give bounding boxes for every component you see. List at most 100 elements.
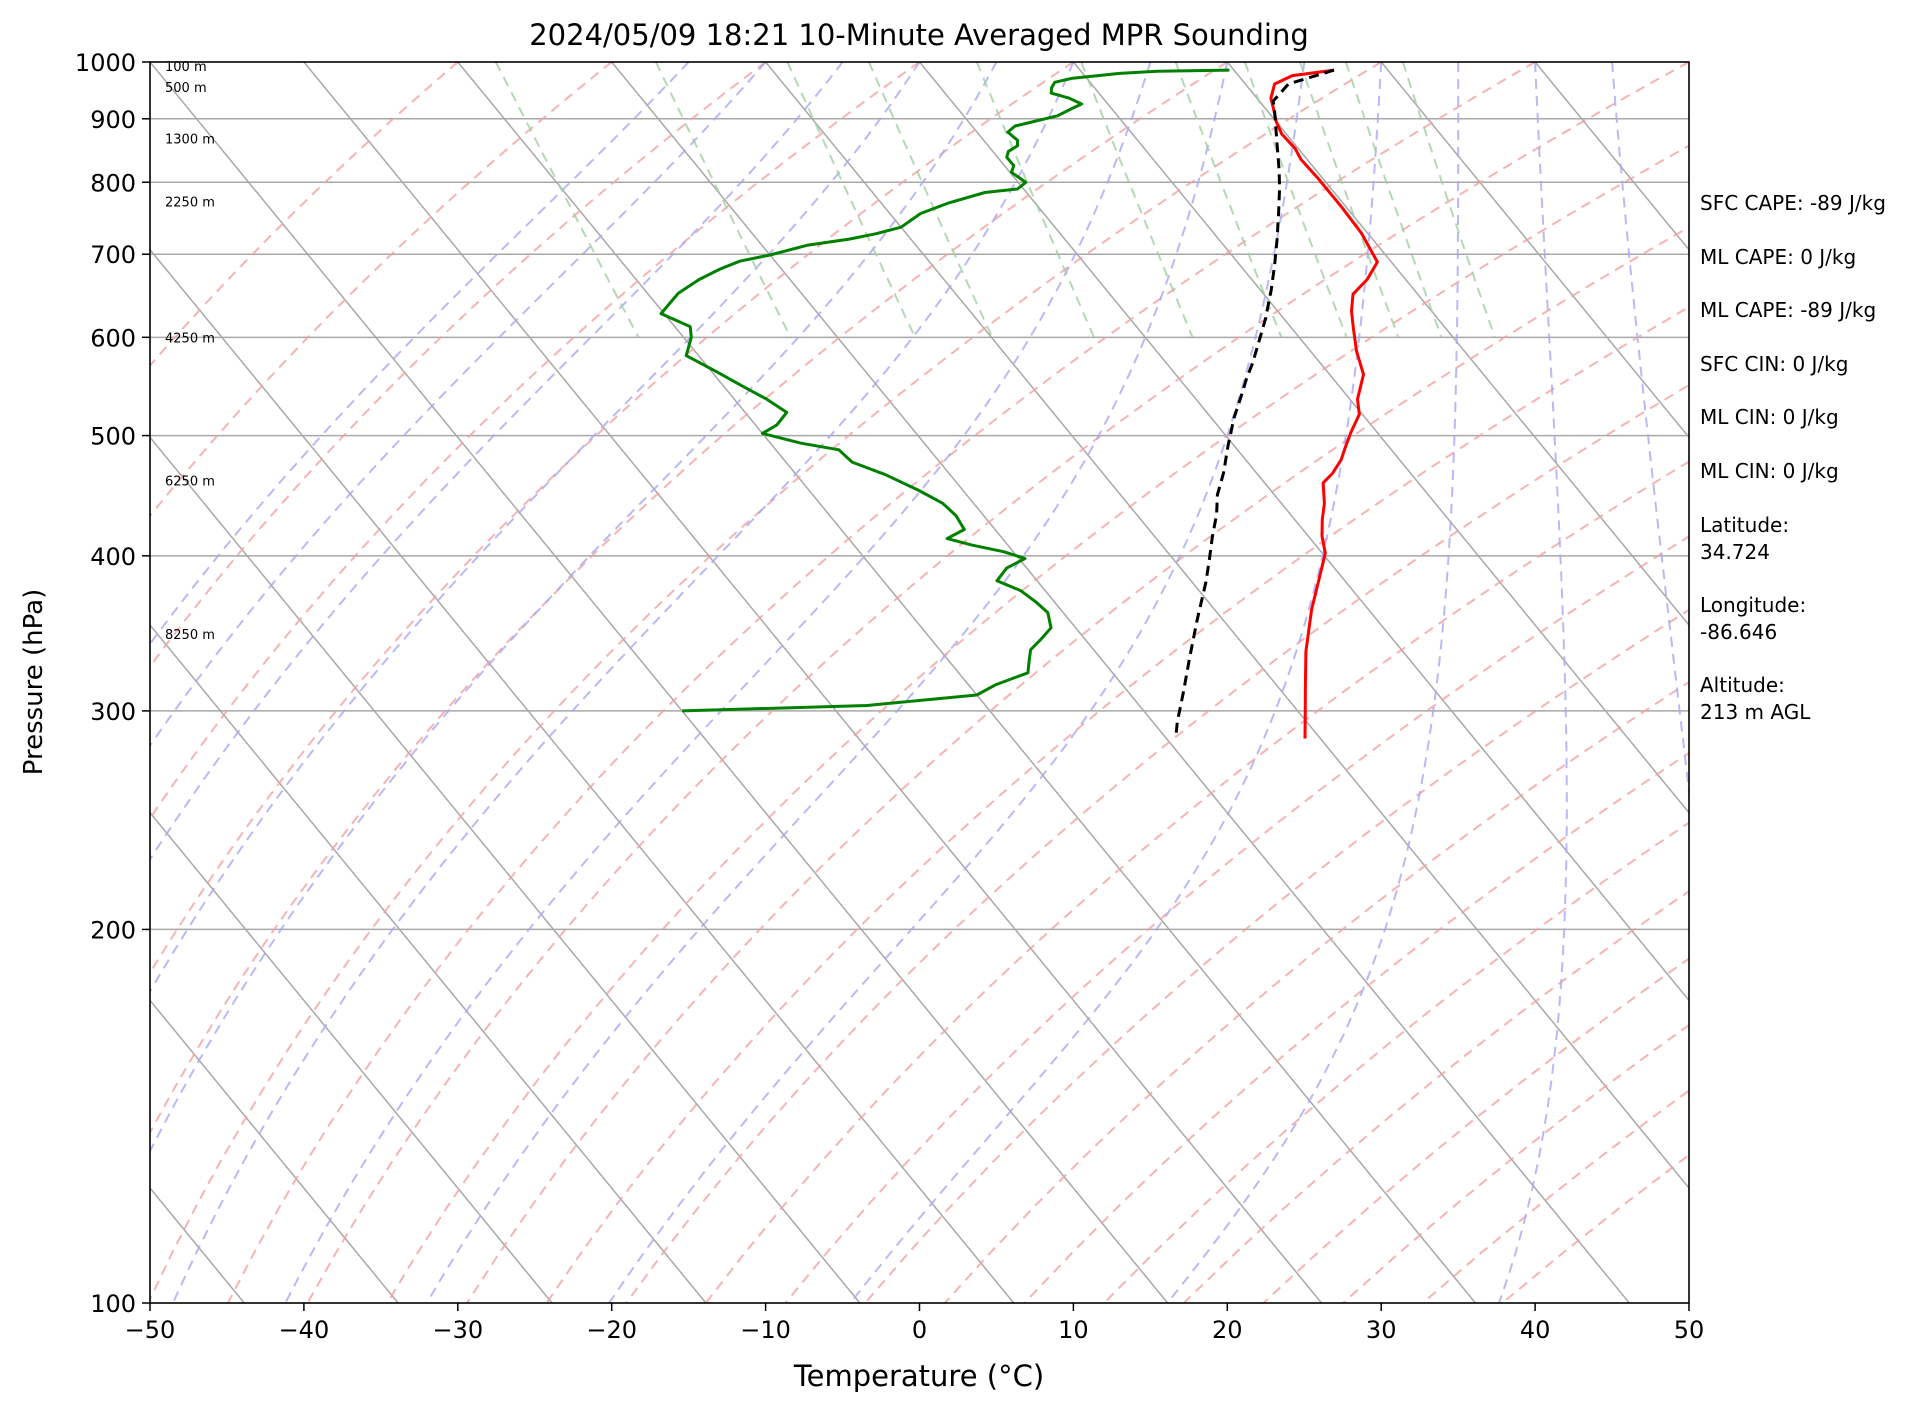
mixing-ratio-line — [1344, 62, 1443, 338]
moist-adiabat-line — [171, 62, 1075, 1303]
x-tick-label: 40 — [1520, 1316, 1551, 1344]
mixing-ratio-line — [975, 62, 1095, 338]
height-label: 8250 m — [165, 628, 215, 643]
isotherm-line — [457, 62, 1476, 1303]
isotherm-line — [150, 999, 399, 1303]
ml-cape-label-2: ML CAPE: -89 J/kg — [1700, 298, 1877, 322]
longitude-label: Longitude: -86.646 — [1700, 593, 1807, 644]
height-label: 500 m — [165, 81, 207, 96]
mixing-ratio-line — [786, 62, 917, 338]
moist-adiabat-line — [150, 62, 921, 994]
x-tick-label: −30 — [432, 1316, 483, 1344]
x-axis-label: Temperature (°C) — [793, 1359, 1044, 1393]
moist-adiabat-line — [150, 62, 998, 1154]
x-tick-label: 20 — [1212, 1316, 1243, 1344]
x-tick-label: 50 — [1674, 1316, 1705, 1344]
isotherm-line — [303, 62, 1323, 1303]
x-tick-label: 0 — [912, 1316, 927, 1344]
y-tick-label: 1000 — [75, 49, 136, 77]
mixing-ratio-line — [1174, 62, 1283, 338]
mixing-ratio-line — [867, 62, 994, 338]
temperature-profile-line — [1269, 68, 1379, 739]
isotherm-line — [1226, 62, 1689, 627]
isotherm-line — [765, 62, 1689, 1190]
dry-adiabat-line — [545, 305, 1689, 1303]
mixing-ratio-line — [1080, 62, 1194, 338]
latitude-label: Latitude: 34.724 — [1700, 513, 1790, 564]
isotherm-line — [150, 623, 707, 1303]
height-label: 2250 m — [165, 195, 215, 210]
dry-adiabat-line — [150, 62, 767, 669]
y-tick-label: 300 — [90, 698, 136, 726]
y-tick-label: 400 — [90, 543, 136, 571]
ml-cape-label: ML CAPE: 0 J/kg — [1700, 245, 1857, 269]
chart-title: 2024/05/09 18:21 10-Minute Averaged MPR … — [529, 18, 1309, 52]
isotherm-line — [1380, 62, 1689, 439]
moist-adiabat-line — [608, 62, 1306, 1303]
isotherm-line — [150, 62, 1169, 1303]
sfc-cin-label: SFC CIN: 0 J/kg — [1700, 352, 1849, 376]
y-tick-label: 800 — [90, 169, 136, 197]
y-tick-label: 500 — [90, 423, 136, 451]
isotherm-line — [150, 248, 1015, 1303]
y-tick-label: 700 — [90, 241, 136, 269]
profile-lines — [659, 68, 1379, 739]
y-tick-label: 900 — [90, 106, 136, 134]
ml-cin-label-2: ML CIN: 0 J/kg — [1700, 459, 1839, 483]
mixing-ratio-line — [1299, 62, 1400, 338]
x-tick-label: −40 — [279, 1316, 330, 1344]
moist-adiabat-line — [849, 62, 1383, 1303]
dry-adiabat-line — [784, 535, 1689, 1303]
mixing-ratio-line — [1401, 62, 1496, 338]
x-tick-label: −20 — [586, 1316, 637, 1344]
dry-adiabat-line — [150, 62, 1074, 975]
dry-adiabat-line — [944, 680, 1689, 1303]
mixing-ratio-line — [654, 62, 792, 338]
dry-adiabat-line — [150, 62, 1382, 1302]
x-axis-ticks: −50 −40 −30 −20 −10 0 10 20 30 40 50 — [125, 1303, 1705, 1344]
dry-adiabat-line — [150, 62, 921, 821]
moist-adiabat-line — [150, 62, 690, 646]
ml-cin-label: ML CIN: 0 J/kg — [1700, 405, 1839, 429]
isotherm-line — [1072, 62, 1689, 814]
y-tick-label: 600 — [90, 324, 136, 352]
isotherm-line — [150, 436, 861, 1303]
isotherm-line — [150, 811, 553, 1303]
dry-adiabat-line — [625, 383, 1689, 1303]
mixing-ratio-line — [1243, 62, 1348, 338]
moist-adiabat-line — [1498, 62, 1568, 1303]
height-label: 6250 m — [165, 475, 215, 490]
dry-adiabat-line — [150, 62, 459, 368]
moist-adiabat-line — [1166, 62, 1460, 1303]
dry-adiabat-line — [386, 144, 1689, 1303]
isotherm-line — [918, 62, 1689, 1002]
dry-adiabat-line — [150, 62, 613, 518]
height-label: 4250 m — [165, 331, 215, 346]
background-lines — [150, 62, 1689, 1303]
x-tick-label: 10 — [1058, 1316, 1089, 1344]
dry-adiabat-line — [466, 226, 1689, 1303]
moist-adiabat-line — [150, 62, 767, 748]
moist-adiabat-line — [1611, 62, 1689, 801]
isotherm-line — [611, 62, 1630, 1303]
mixing-ratio-line — [494, 62, 640, 338]
dry-adiabat-line — [1023, 751, 1689, 1303]
moist-adiabat-line — [425, 62, 1229, 1303]
x-tick-label: −10 — [740, 1316, 791, 1344]
dry-adiabat-line — [150, 62, 1228, 1135]
dry-adiabat-line — [306, 62, 1689, 1303]
sfc-cape-label: SFC CAPE: -89 J/kg — [1700, 191, 1886, 215]
moist-adiabat-line — [284, 62, 1152, 1303]
altitude-label: Altitude: 213 m AGL — [1700, 673, 1811, 724]
height-labels: 8250 m 6250 m 4250 m 2250 m 1300 m 500 m 100 m — [165, 60, 215, 643]
dewpoint-profile-line — [659, 68, 1230, 713]
y-axis-ticks: 100 200 300 400 500 600 700 800 900 1000 — [75, 49, 150, 1318]
x-tick-label: −50 — [125, 1316, 176, 1344]
x-tick-label: 30 — [1366, 1316, 1397, 1344]
y-tick-label: 100 — [90, 1290, 136, 1318]
y-axis-label: Pressure (hPa) — [19, 589, 49, 776]
parcel-profile-line — [1174, 68, 1335, 739]
height-label: 100 m — [165, 60, 207, 75]
y-tick-label: 200 — [90, 916, 136, 944]
